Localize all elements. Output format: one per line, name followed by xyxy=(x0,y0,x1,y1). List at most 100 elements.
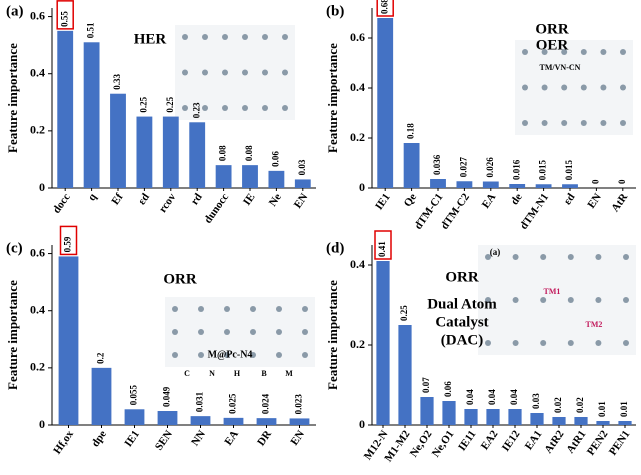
bar xyxy=(215,165,232,188)
x-tick-label: SEN xyxy=(153,428,175,452)
inset-atom xyxy=(540,297,547,303)
inset-atom xyxy=(262,34,268,40)
y-axis-label: Feature importance xyxy=(325,280,340,390)
inset-atom xyxy=(561,84,568,91)
value-label: 0.015 xyxy=(564,160,574,181)
inset-atom xyxy=(485,297,491,303)
inset-atom xyxy=(282,69,288,76)
value-label: 0.06 xyxy=(443,381,453,397)
inset-atom xyxy=(172,329,178,335)
bar xyxy=(242,165,258,188)
inset-atom xyxy=(623,340,629,346)
value-label: 0.015 xyxy=(538,160,548,181)
bar xyxy=(398,325,412,425)
bar xyxy=(442,401,456,425)
y-axis-label: Feature importance xyxy=(325,43,340,153)
inset-atom xyxy=(541,120,548,126)
value-label: 0.049 xyxy=(162,386,172,407)
value-label: 0.01 xyxy=(597,401,607,417)
bar xyxy=(508,409,522,425)
value-label: 0.025 xyxy=(228,393,238,414)
inset-atom xyxy=(282,34,288,40)
value-label: 0.024 xyxy=(261,393,271,414)
inset-atom xyxy=(512,340,519,346)
y-tick-label: 0.2 xyxy=(30,360,45,374)
y-tick-label: 0.6 xyxy=(30,245,45,259)
y-tick-label: 0.2 xyxy=(350,130,365,144)
bar xyxy=(136,116,153,188)
y-tick-label: 0 xyxy=(39,417,45,431)
inset-atom xyxy=(250,329,256,335)
inset-atom xyxy=(567,297,574,303)
value-label: 0.41 xyxy=(377,241,387,257)
y-tick-label: 0.6 xyxy=(350,30,365,44)
inset-atom xyxy=(182,34,188,40)
panel-label: (d) xyxy=(326,240,344,256)
x-tick-label: IE11 xyxy=(456,428,478,453)
value-label: 0.031 xyxy=(195,391,205,412)
bar xyxy=(294,179,311,188)
bar xyxy=(157,411,178,425)
inset-atom xyxy=(302,352,308,358)
bar xyxy=(256,418,277,425)
x-tick-label: q xyxy=(86,191,100,204)
inset-atom xyxy=(540,340,547,346)
x-tick-label: dunocc xyxy=(202,191,231,226)
chart-title: ORR xyxy=(535,21,569,37)
inset-atom xyxy=(541,49,548,55)
value-label: 0.03 xyxy=(531,393,541,409)
x-tick-label: EN xyxy=(585,191,604,210)
panel-label: (c) xyxy=(6,240,23,256)
value-label: 0.55 xyxy=(59,11,69,27)
x-tick-label: EN xyxy=(288,428,307,447)
chart-title: ORR xyxy=(445,269,479,285)
annotation: B xyxy=(261,369,267,378)
inset-image xyxy=(478,245,636,355)
y-tick-label: 0.6 xyxy=(30,8,45,22)
inset-atom xyxy=(302,306,308,312)
inset-atom xyxy=(567,254,574,260)
inset-atom xyxy=(561,120,568,126)
value-label: 0.23 xyxy=(191,102,201,118)
chart-title: ORR xyxy=(163,271,197,287)
bar xyxy=(420,397,434,425)
x-tick-label: PEN1 xyxy=(607,428,633,457)
value-label: 0.036 xyxy=(432,154,442,175)
inset-atom xyxy=(202,34,208,40)
bar xyxy=(552,417,566,425)
value-label: 0.08 xyxy=(244,145,254,161)
inset-atom xyxy=(198,352,204,358)
value-label: 0.33 xyxy=(112,73,122,89)
inset-atom xyxy=(541,84,548,91)
annotation: TM/VN-CN xyxy=(540,63,581,72)
inset-atom xyxy=(198,329,204,335)
annotation: OER xyxy=(536,37,569,53)
value-label: 0.04 xyxy=(509,389,519,405)
value-label: 0.25 xyxy=(138,96,148,112)
x-tick-label: EA2 xyxy=(479,428,501,452)
bar xyxy=(574,417,588,425)
inset-atom xyxy=(600,120,607,126)
bar xyxy=(223,417,244,425)
bar xyxy=(562,184,578,188)
y-tick-label: 0.4 xyxy=(30,302,45,316)
y-tick-label: 0.4 xyxy=(350,80,365,94)
annotation: (DAC) xyxy=(441,332,484,348)
bar xyxy=(456,181,473,188)
annotation: C xyxy=(184,369,190,378)
y-tick-label: 0.2 xyxy=(30,123,45,137)
bar xyxy=(57,30,74,188)
x-tick-label: EA1 xyxy=(523,428,545,452)
value-label: 0.59 xyxy=(63,236,73,252)
inset-atom xyxy=(600,84,607,91)
value-label: 0.08 xyxy=(218,145,228,161)
x-tick-label: EN xyxy=(292,191,311,210)
annotation: Catalyst xyxy=(435,314,488,330)
x-tick-label: εd xyxy=(136,191,152,207)
bar xyxy=(509,184,526,188)
inset-atom xyxy=(512,254,519,260)
value-label: 0.01 xyxy=(619,401,629,417)
value-label: 0.016 xyxy=(511,159,521,180)
inset-atom xyxy=(262,105,268,111)
annotation: M xyxy=(285,369,293,378)
